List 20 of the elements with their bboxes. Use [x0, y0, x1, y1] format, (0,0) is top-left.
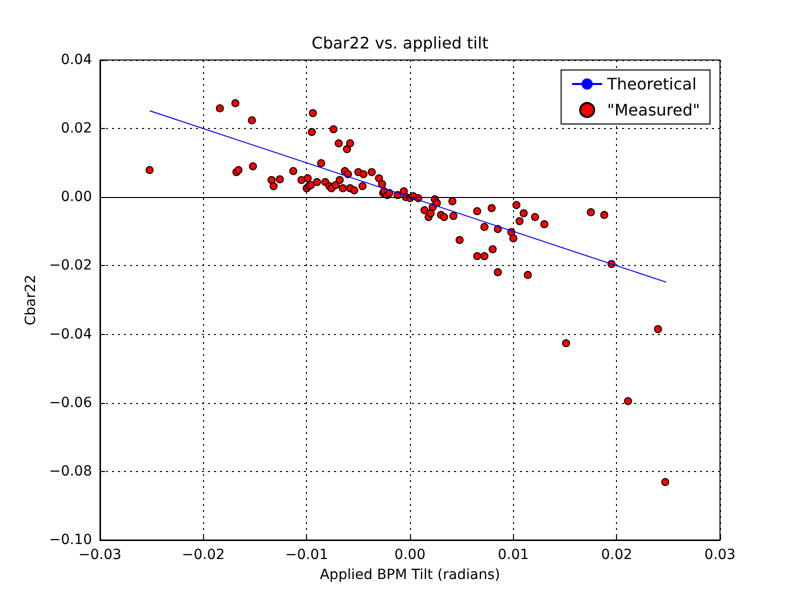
- x-tick-label: 0.03: [704, 547, 736, 563]
- y-tick-label: 0.02: [60, 120, 92, 137]
- x-tick-label: 0.00: [394, 547, 426, 563]
- chart-title: Cbar22 vs. applied tilt: [312, 34, 488, 52]
- y-tick-label: −0.02: [49, 258, 92, 274]
- x-tick-label: −0.01: [285, 547, 328, 563]
- y-tick-label: −0.04: [49, 326, 92, 342]
- y-tick-label: −0.10: [49, 532, 92, 548]
- y-tick-label: −0.06: [49, 394, 92, 411]
- y-tick-label: 0.04: [60, 52, 92, 68]
- y-tick-label: 0.00: [60, 189, 92, 206]
- x-tick-label: −0.03: [78, 547, 122, 563]
- x-tick-label: 0.02: [601, 547, 632, 563]
- x-tick-label: 0.01: [498, 547, 529, 563]
- legend-label: "Measured": [607, 100, 700, 120]
- y-axis-title: Cbar22: [23, 274, 40, 326]
- x-tick-label: −0.02: [182, 547, 225, 563]
- x-axis-title: Applied BPM Tilt (radians): [320, 567, 500, 583]
- legend-label: Theoretical: [606, 74, 697, 94]
- y-tick-label: −0.08: [49, 463, 92, 480]
